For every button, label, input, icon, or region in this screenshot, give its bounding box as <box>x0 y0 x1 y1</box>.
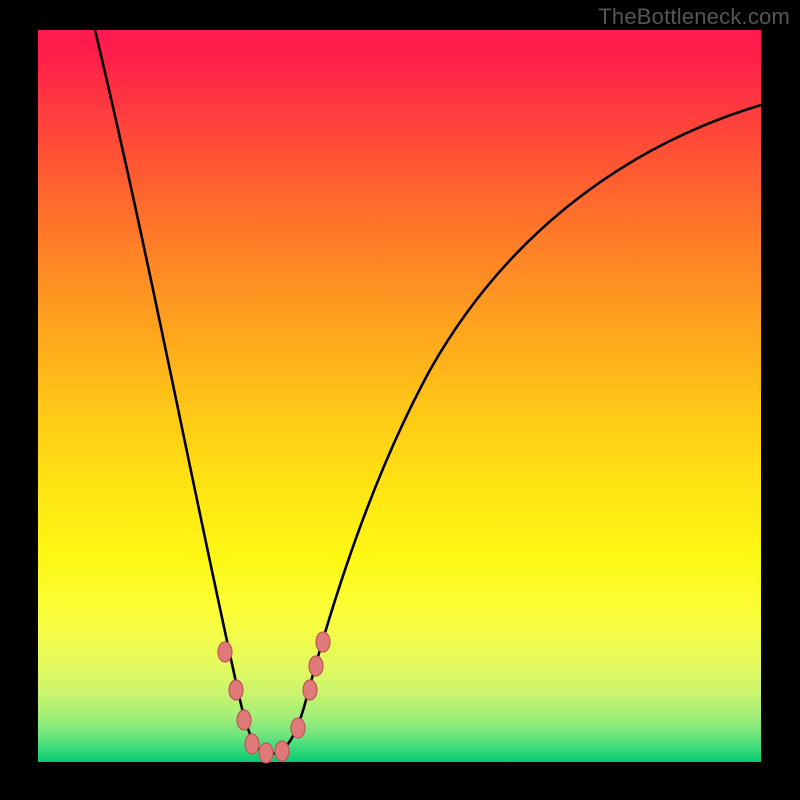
curve-marker <box>237 710 251 730</box>
plot-background <box>38 30 761 762</box>
curve-marker <box>259 743 273 763</box>
chart-container: TheBottleneck.com <box>0 0 800 800</box>
curve-marker <box>303 680 317 700</box>
watermark-text: TheBottleneck.com <box>598 4 790 30</box>
curve-marker <box>309 656 323 676</box>
curve-marker <box>275 741 289 761</box>
curve-marker <box>316 632 330 652</box>
curve-marker <box>229 680 243 700</box>
chart-svg <box>0 0 800 800</box>
curve-marker <box>218 642 232 662</box>
curve-marker <box>245 734 259 754</box>
curve-marker <box>291 718 305 738</box>
